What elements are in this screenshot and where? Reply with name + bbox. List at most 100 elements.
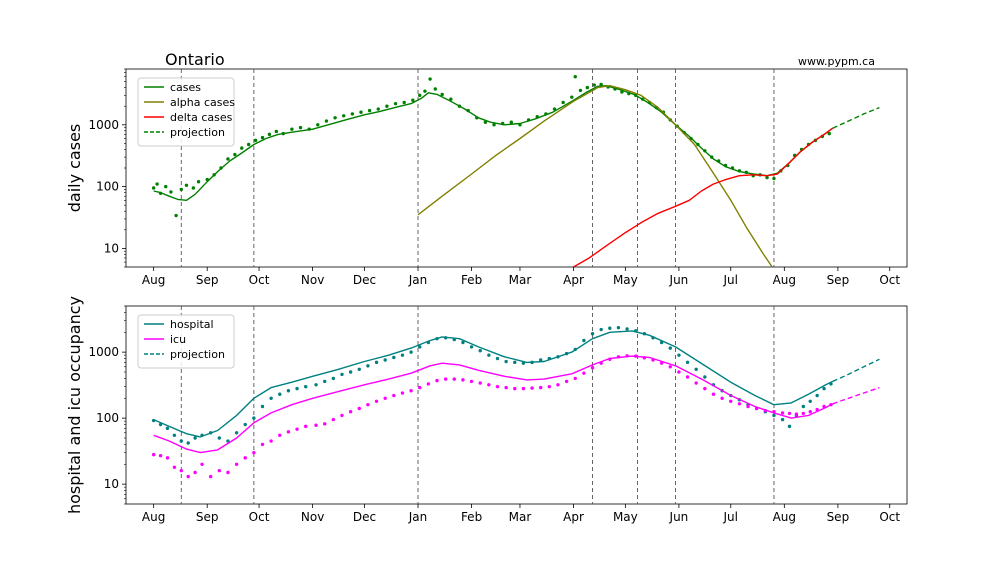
y-tick-label: 100 bbox=[96, 411, 119, 425]
data-point bbox=[298, 125, 303, 130]
data-point bbox=[234, 462, 239, 466]
data-point bbox=[428, 77, 432, 81]
data-point bbox=[252, 416, 256, 420]
data-point bbox=[478, 349, 482, 353]
data-point bbox=[366, 402, 370, 407]
data-point bbox=[184, 183, 189, 187]
series-line-projection bbox=[832, 106, 880, 129]
plot-area bbox=[151, 306, 880, 504]
data-point bbox=[409, 350, 413, 354]
data-point bbox=[440, 92, 444, 97]
data-point bbox=[509, 120, 514, 124]
data-point bbox=[174, 213, 178, 218]
data-point bbox=[286, 389, 291, 393]
data-point bbox=[573, 75, 577, 79]
data-point bbox=[400, 353, 405, 357]
chart-title: Ontario bbox=[165, 50, 225, 69]
legend-label: hospital bbox=[170, 318, 214, 331]
occupancy-panel: Aug Sep Oct Nov Dec Jan Feb Mar Apr May Jun Jul Aug S… bbox=[65, 296, 908, 524]
x-tick-label: Aug bbox=[142, 273, 165, 287]
data-point bbox=[765, 175, 769, 180]
data-point bbox=[323, 422, 327, 426]
data-point bbox=[243, 422, 247, 427]
x-tick-label: Apr bbox=[563, 273, 584, 287]
data-point bbox=[240, 146, 244, 150]
data-point bbox=[461, 340, 465, 345]
data-point bbox=[252, 450, 256, 455]
series-line-projection bbox=[832, 386, 880, 405]
data-point bbox=[668, 346, 672, 350]
data-point bbox=[677, 370, 681, 374]
x-tick-label: Aug bbox=[773, 273, 796, 287]
x-tick-label: May bbox=[613, 273, 638, 287]
data-point bbox=[295, 427, 299, 431]
x-tick-label: Feb bbox=[461, 273, 482, 287]
data-point bbox=[423, 89, 427, 93]
data-point bbox=[295, 386, 299, 391]
data-point bbox=[314, 383, 318, 387]
x-tick-label: Oct bbox=[249, 273, 270, 287]
data-point bbox=[165, 426, 170, 431]
data-point bbox=[564, 379, 569, 384]
data-point bbox=[208, 474, 213, 479]
legend: cases alpha cases delta cases projection bbox=[137, 77, 235, 147]
data-point bbox=[409, 389, 413, 393]
data-point bbox=[172, 433, 177, 437]
data-point bbox=[186, 474, 190, 479]
x-tick-label: Feb bbox=[461, 510, 482, 524]
data-point bbox=[290, 127, 294, 131]
data-point bbox=[822, 386, 826, 391]
data-point bbox=[808, 410, 812, 414]
data-point bbox=[260, 442, 265, 447]
data-point bbox=[426, 382, 431, 386]
data-point bbox=[340, 413, 344, 418]
data-point bbox=[169, 190, 173, 194]
data-point bbox=[483, 120, 488, 124]
data-point bbox=[392, 355, 396, 360]
data-point bbox=[269, 439, 273, 443]
legend-label: alpha cases bbox=[170, 96, 235, 109]
data-point bbox=[530, 386, 534, 390]
y-axis-title: daily cases bbox=[65, 124, 84, 213]
data-point bbox=[449, 97, 453, 101]
y-tick-label: 100 bbox=[96, 180, 119, 194]
data-point bbox=[827, 131, 831, 136]
data-point bbox=[402, 100, 406, 105]
x-tick-label: Jan bbox=[408, 510, 428, 524]
data-point bbox=[443, 377, 448, 381]
x-tick-label: Jun bbox=[669, 273, 689, 287]
data-point bbox=[392, 393, 396, 398]
x-tick-label: Mar bbox=[509, 273, 532, 287]
data-point bbox=[547, 384, 552, 389]
data-point bbox=[815, 393, 819, 398]
data-point bbox=[808, 399, 812, 403]
data-point bbox=[787, 411, 792, 416]
data-point bbox=[433, 87, 437, 91]
data-point bbox=[521, 386, 526, 391]
data-point bbox=[504, 385, 508, 390]
data-point bbox=[668, 365, 672, 369]
data-point bbox=[772, 413, 776, 418]
data-point bbox=[376, 107, 380, 111]
data-point bbox=[492, 123, 496, 127]
x-tick-label: Jun bbox=[669, 510, 689, 524]
data-point bbox=[151, 452, 156, 457]
plot-area bbox=[151, 69, 880, 267]
x-tick-label: Jul bbox=[723, 510, 738, 524]
y-axis-title: hospital and icu occupancy bbox=[65, 296, 84, 514]
series-line-delta-cases bbox=[573, 127, 834, 267]
data-point bbox=[616, 325, 621, 330]
data-point bbox=[155, 182, 159, 186]
series-line-icu bbox=[153, 355, 834, 454]
data-point bbox=[478, 381, 482, 385]
data-point bbox=[513, 360, 517, 365]
data-point bbox=[556, 383, 560, 387]
data-point bbox=[599, 327, 603, 332]
data-point bbox=[267, 132, 272, 137]
x-tick-label: Mar bbox=[509, 510, 532, 524]
data-point bbox=[331, 417, 336, 422]
x-tick-label: Oct bbox=[879, 510, 900, 524]
data-point bbox=[787, 424, 792, 429]
data-point bbox=[243, 456, 247, 460]
data-point bbox=[331, 376, 336, 381]
